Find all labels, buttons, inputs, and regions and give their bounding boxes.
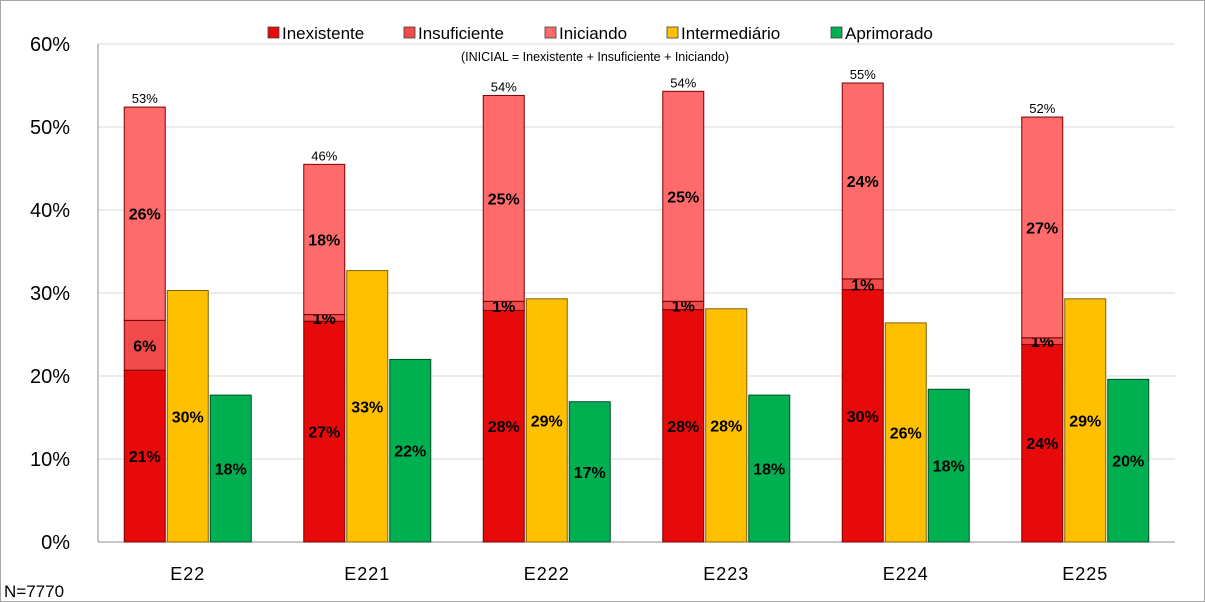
bar-aprimorado-e221 <box>389 358 432 543</box>
bar-iniciando-e22 <box>123 106 166 321</box>
data-label: 28% <box>667 419 699 436</box>
data-label: 24% <box>847 174 879 191</box>
bar-inexistente-e225 <box>1021 343 1064 543</box>
legend-entry: Iniciando <box>559 24 627 43</box>
data-label: 1% <box>1031 334 1054 351</box>
data-label: 18% <box>753 462 785 479</box>
data-label: 18% <box>215 462 247 479</box>
x-axis: E22 E221 E222 E223 E224 E225 <box>170 564 1108 584</box>
data-label: 18% <box>308 232 340 249</box>
gridlines <box>98 43 1175 543</box>
stack-total-label: 52% <box>1029 101 1055 116</box>
bar-aprimorado-e225 <box>1107 378 1150 543</box>
data-label: 28% <box>488 419 520 436</box>
bar-inexistente-e22 <box>123 369 166 543</box>
sample-size-note: N=7770 <box>4 582 64 601</box>
bar-iniciando-e223 <box>662 90 705 302</box>
data-label: 27% <box>1026 220 1058 237</box>
legend: Inexistente Insuficiente Iniciando Intermed… <box>267 24 933 43</box>
bar-intermediario-e225 <box>1064 298 1107 543</box>
y-tick-label: 0% <box>41 532 70 554</box>
legend-entry: Insuficiente <box>418 24 504 43</box>
data-label: 21% <box>129 449 161 466</box>
legend-swatch <box>830 26 843 39</box>
bar-aprimorado-e224 <box>927 388 970 543</box>
bar-intermediario-e223 <box>705 308 748 543</box>
bar-iniciando-e225 <box>1021 116 1064 339</box>
y-tick-label: 40% <box>30 200 70 222</box>
data-label: 29% <box>1069 413 1101 430</box>
x-category-label: E223 <box>703 564 749 584</box>
data-label: 6% <box>133 338 156 355</box>
data-label: 1% <box>672 298 695 315</box>
bar-intermediario-e22 <box>166 290 209 543</box>
bar-intermediario-e222 <box>525 298 568 543</box>
y-tick-label: 60% <box>30 34 70 56</box>
x-category-label: E22 <box>170 564 205 584</box>
data-label: 22% <box>394 444 426 461</box>
x-category-label: E221 <box>344 564 390 584</box>
stack-total-label: 54% <box>491 79 517 94</box>
data-label: 20% <box>1112 454 1144 471</box>
bar-iniciando-e224 <box>841 82 884 280</box>
bar-aprimorado-e222 <box>568 401 611 543</box>
data-label: 33% <box>351 399 383 416</box>
y-tick-label: 30% <box>30 283 70 305</box>
legend-swatch <box>267 26 280 39</box>
data-label: 25% <box>488 191 520 208</box>
y-tick-label: 20% <box>30 366 70 388</box>
legend-swatch <box>544 26 557 39</box>
bar-inexistente-e223 <box>662 309 705 543</box>
legend-entry: Inexistente <box>282 24 364 43</box>
data-label: 17% <box>574 465 606 482</box>
legend-swatch <box>666 26 679 39</box>
stack-total-label: 54% <box>670 75 696 90</box>
data-label: 18% <box>933 459 965 476</box>
data-label: 24% <box>1026 436 1058 453</box>
data-label: 1% <box>313 311 336 328</box>
data-label: 26% <box>890 425 922 442</box>
bar-insuficiente-e22 <box>123 319 166 371</box>
x-category-label: E224 <box>883 564 929 584</box>
data-label: 26% <box>129 207 161 224</box>
y-tick-label: 50% <box>30 117 70 139</box>
bar-aprimorado-e22 <box>209 394 252 543</box>
bars: 21% 6% 26% 53% 30% 18% 27% 1% 18% 46% 33% 22% 28% 1% 2… <box>123 67 1150 543</box>
data-label: 30% <box>172 409 204 426</box>
bar-aprimorado-e223 <box>748 394 791 543</box>
data-label: 27% <box>308 425 340 442</box>
x-category-label: E222 <box>524 564 570 584</box>
bar-iniciando-e221 <box>303 163 346 316</box>
legend-entry: Aprimorado <box>845 24 933 43</box>
y-tick-label: 10% <box>30 449 70 471</box>
bar-intermediario-e221 <box>346 270 389 543</box>
chart-subtitle: (INICIAL = Inexistente + Insuficiente + … <box>461 50 729 64</box>
data-label: 29% <box>531 413 563 430</box>
bar-iniciando-e222 <box>482 94 525 302</box>
y-axis: 0% 10% 20% 30% 40% 50% 60% <box>30 34 99 554</box>
legend-swatch <box>403 26 416 39</box>
stack-total-label: 55% <box>850 67 876 82</box>
x-category-label: E225 <box>1062 564 1108 584</box>
legend-entry: Intermediário <box>681 24 780 43</box>
data-label: 25% <box>667 189 699 206</box>
data-label: 1% <box>492 299 515 316</box>
bar-inexistente-e224 <box>841 289 884 543</box>
data-label: 30% <box>847 409 879 426</box>
bar-intermediario-e224 <box>884 322 927 543</box>
data-label: 28% <box>710 418 742 435</box>
stack-total-label: 46% <box>311 148 337 163</box>
bar-inexistente-e222 <box>482 309 525 543</box>
data-label: 1% <box>851 277 874 294</box>
stack-total-label: 53% <box>132 91 158 106</box>
